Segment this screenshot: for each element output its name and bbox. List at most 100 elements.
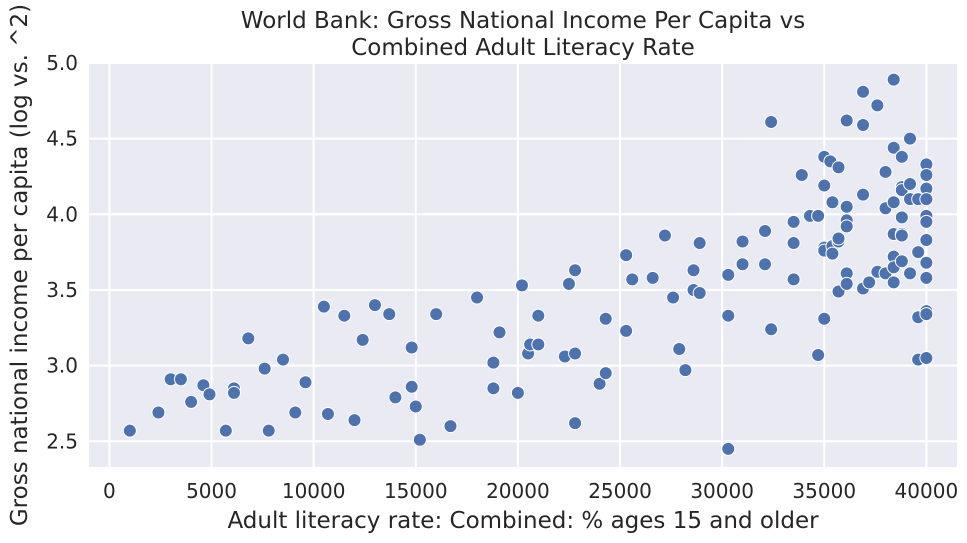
scatter-point bbox=[288, 405, 303, 420]
scatter-point bbox=[919, 351, 934, 366]
y-tick-labels: 2.5 3.0 3.5 4.0 4.5 5.0 bbox=[46, 51, 78, 453]
scatter-point bbox=[412, 432, 427, 447]
scatter-point bbox=[672, 341, 687, 356]
scatter-point bbox=[470, 290, 485, 305]
scatter-point bbox=[825, 195, 840, 210]
scatter-point bbox=[678, 363, 693, 378]
scatter-point bbox=[919, 167, 934, 182]
scatter-point bbox=[657, 228, 672, 243]
scatter-point bbox=[817, 311, 832, 326]
scatter-point bbox=[919, 270, 934, 285]
scatter-point bbox=[870, 98, 885, 113]
scatter-point bbox=[429, 307, 444, 322]
scatter-point bbox=[758, 257, 773, 272]
scatter-point bbox=[919, 255, 934, 270]
scatter-point bbox=[894, 228, 909, 243]
scatter-point bbox=[686, 263, 701, 278]
scatter-point bbox=[514, 278, 529, 293]
scatter-point bbox=[218, 423, 233, 438]
scatter-point bbox=[856, 187, 871, 202]
scatter-point bbox=[894, 210, 909, 225]
scatter-point bbox=[598, 311, 613, 326]
scatter-point bbox=[355, 332, 370, 347]
chart-title-line-1: World Bank: Gross National Income Per Ca… bbox=[241, 8, 805, 34]
y-tick-label: 2.5 bbox=[46, 429, 78, 453]
scatter-point bbox=[735, 257, 750, 272]
scatter-point bbox=[794, 167, 809, 182]
x-tick-label: 40000 bbox=[895, 479, 959, 503]
scatter-point bbox=[122, 423, 137, 438]
scatter-point bbox=[184, 394, 199, 409]
plot-background bbox=[89, 63, 957, 467]
scatter-point bbox=[903, 177, 918, 192]
scatter-point bbox=[408, 399, 423, 414]
scatter-point bbox=[919, 233, 934, 248]
x-tick-label: 5000 bbox=[186, 479, 237, 503]
x-tick-labels: 0 5000 10000 15000 20000 25000 30000 35000 40000 bbox=[103, 479, 958, 503]
scatter-point bbox=[903, 266, 918, 281]
scatter-point bbox=[811, 348, 826, 363]
scatter-point bbox=[862, 275, 877, 290]
scatter-point bbox=[202, 387, 217, 402]
scatter-point bbox=[404, 379, 419, 394]
scatter-point bbox=[510, 385, 525, 400]
scatter-point bbox=[337, 308, 352, 323]
y-tick-label: 5.0 bbox=[46, 51, 78, 75]
scatter-point bbox=[692, 236, 707, 251]
y-tick-label: 3.0 bbox=[46, 354, 78, 378]
x-tick-label: 25000 bbox=[588, 479, 652, 503]
y-axis-label: Gross national income per capita (log vs… bbox=[7, 4, 33, 526]
scatter-point bbox=[831, 231, 846, 246]
scatter-point bbox=[592, 376, 607, 391]
scatter-point bbox=[919, 192, 934, 207]
scatter-point bbox=[316, 299, 331, 314]
x-axis-label: Adult literacy rate: Combined: % ages 15… bbox=[227, 508, 819, 534]
scatter-point bbox=[878, 164, 893, 179]
scatter-point bbox=[758, 223, 773, 238]
scatter-point bbox=[735, 234, 750, 249]
scatter-point bbox=[568, 416, 583, 431]
scatter-point bbox=[619, 248, 634, 263]
scatter-point bbox=[645, 270, 660, 285]
scatter-point bbox=[721, 441, 736, 456]
x-tick-label: 35000 bbox=[792, 479, 856, 503]
scatter-point bbox=[598, 366, 613, 381]
scatter-point bbox=[764, 322, 779, 337]
x-tick-label: 20000 bbox=[486, 479, 550, 503]
scatter-point bbox=[261, 423, 276, 438]
x-tick-label: 0 bbox=[103, 479, 116, 503]
scatter-point bbox=[764, 115, 779, 130]
scatter-point bbox=[831, 160, 846, 175]
scatter-point bbox=[721, 267, 736, 282]
scatter-point bbox=[886, 195, 901, 210]
scatter-point bbox=[320, 407, 335, 422]
y-tick-label: 3.5 bbox=[46, 278, 78, 302]
y-tick-label: 4.0 bbox=[46, 202, 78, 226]
scatter-point bbox=[856, 84, 871, 99]
scatter-point bbox=[886, 275, 901, 290]
scatter-point bbox=[625, 272, 640, 287]
scatter-point bbox=[568, 263, 583, 278]
scatter-point bbox=[886, 72, 901, 87]
scatter-point bbox=[486, 355, 501, 370]
scatter-point bbox=[721, 308, 736, 323]
scatter-point bbox=[486, 381, 501, 396]
scatter-point bbox=[388, 390, 403, 405]
scatter-point bbox=[227, 385, 242, 400]
scatter-point bbox=[276, 352, 291, 367]
scatter-point bbox=[894, 149, 909, 164]
scatter-point bbox=[903, 131, 918, 146]
scatter-point bbox=[492, 325, 507, 340]
scatter-point bbox=[173, 372, 188, 387]
scatter-point bbox=[241, 331, 256, 346]
scatter-point bbox=[911, 245, 926, 260]
scatter-point bbox=[382, 307, 397, 322]
scatter-point bbox=[856, 118, 871, 133]
scatter-point bbox=[786, 272, 801, 287]
scatter-point bbox=[257, 361, 272, 376]
scatter-point bbox=[786, 236, 801, 251]
scatter-point bbox=[151, 405, 166, 420]
scatter-point bbox=[839, 219, 854, 234]
x-tick-label: 15000 bbox=[384, 479, 448, 503]
